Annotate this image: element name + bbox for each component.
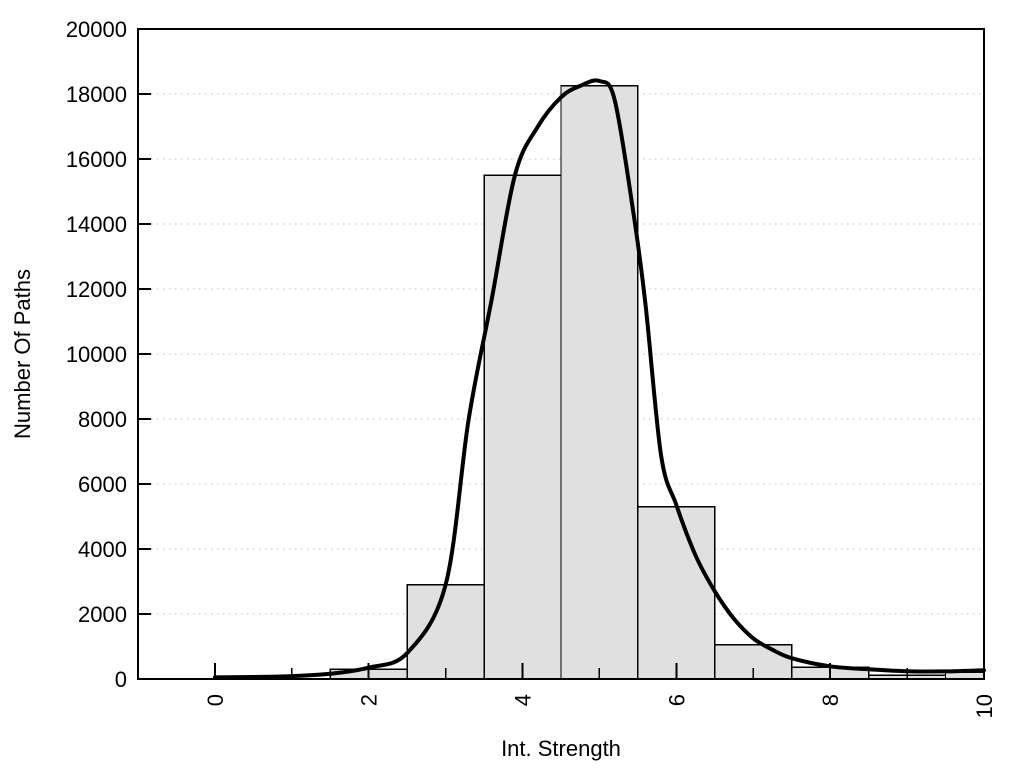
y-tick-label: 16000 — [66, 147, 127, 172]
y-tick-label: 8000 — [78, 407, 127, 432]
histogram-bar — [637, 506, 716, 680]
fit-curve-layer — [212, 78, 986, 680]
y-tick-label: 10000 — [66, 342, 127, 367]
x-tick-label: 10 — [972, 694, 997, 718]
x-tick-label: 4 — [511, 694, 536, 706]
y-tick-label: 14000 — [66, 212, 127, 237]
fit-curve — [212, 78, 986, 680]
tick-labels: 0 2000 4000 6000 8000 10000 12000 14000 16000 180… — [66, 17, 997, 718]
x-tick-label: 2 — [357, 694, 382, 706]
histogram-bars — [329, 85, 985, 680]
plot-border — [137, 28, 985, 680]
x-tick-label: 6 — [664, 694, 689, 706]
y-axis-title: Number Of Paths — [10, 269, 35, 439]
y-tick-label: 6000 — [78, 472, 127, 497]
y-tick-label: 20000 — [66, 17, 127, 42]
y-tick-label: 4000 — [78, 537, 127, 562]
histogram-bar — [406, 584, 485, 680]
x-tick-label: 0 — [203, 694, 228, 706]
histogram-bar — [560, 85, 639, 680]
gridlines — [139, 93, 983, 615]
x-axis-title: Int. Strength — [501, 736, 621, 761]
y-tick-label: 2000 — [78, 602, 127, 627]
y-tick-label: 12000 — [66, 277, 127, 302]
histogram-bar — [483, 174, 562, 680]
y-tick-label: 0 — [115, 667, 127, 692]
y-tick-label: 18000 — [66, 82, 127, 107]
x-tick-label: 8 — [818, 694, 843, 706]
